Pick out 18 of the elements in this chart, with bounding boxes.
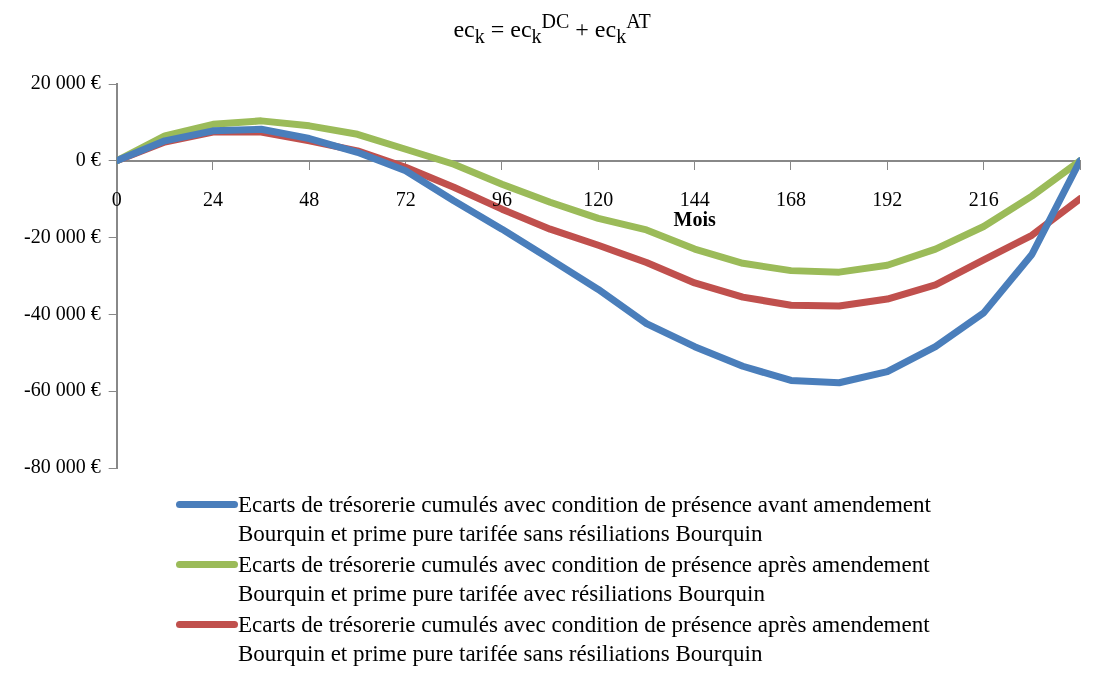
y-tick-label: -40 000 € — [23, 301, 101, 324]
legend-label: Ecarts de trésorerie cumulés avec condition de présence après amendement Bourquin et prime pure tarifée sans résiliations Bourquin — [238, 611, 931, 668]
y-tick-label: -20 000 € — [23, 224, 101, 247]
y-tick-label: 20 000 € — [30, 71, 101, 94]
x-tick-label: 216 — [968, 188, 999, 211]
x-tick-label: 168 — [776, 188, 806, 211]
x-tick-label: 48 — [299, 188, 320, 211]
y-tick-label: 0 € — [75, 148, 101, 171]
x-tick-label: 192 — [872, 188, 903, 211]
x-tick-label: 72 — [395, 188, 416, 211]
x-tick-label: 96 — [492, 188, 512, 211]
x-tick-label: 0 — [111, 188, 122, 211]
legend-label: Ecarts de trésorerie cumulés avec condition de présence après amendement Bourquin et prime pure tarifée avec résiliations Bourquin — [238, 551, 931, 608]
x-tick-label: 120 — [583, 188, 614, 211]
y-tick-label: -80 000 € — [23, 455, 101, 478]
y-tick-label: -60 000 € — [23, 378, 101, 401]
x-tick-label: 24 — [202, 188, 223, 211]
legend-label: Ecarts de trésorerie cumulés avec condition de présence avant amendement Bourquin et prime pure tarifée sans résiliations Bourquin — [238, 491, 932, 548]
